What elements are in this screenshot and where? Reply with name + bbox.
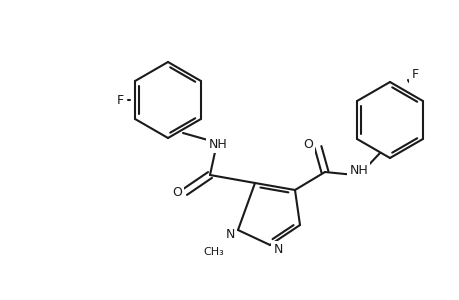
Text: O: O — [172, 185, 182, 199]
Text: N: N — [225, 229, 234, 242]
Text: N: N — [273, 244, 282, 256]
Text: NH: NH — [208, 137, 227, 151]
Text: CH₃: CH₃ — [203, 247, 224, 257]
Text: NH: NH — [349, 164, 368, 176]
Text: O: O — [302, 137, 312, 151]
Text: F: F — [116, 94, 123, 106]
Text: F: F — [410, 68, 418, 80]
